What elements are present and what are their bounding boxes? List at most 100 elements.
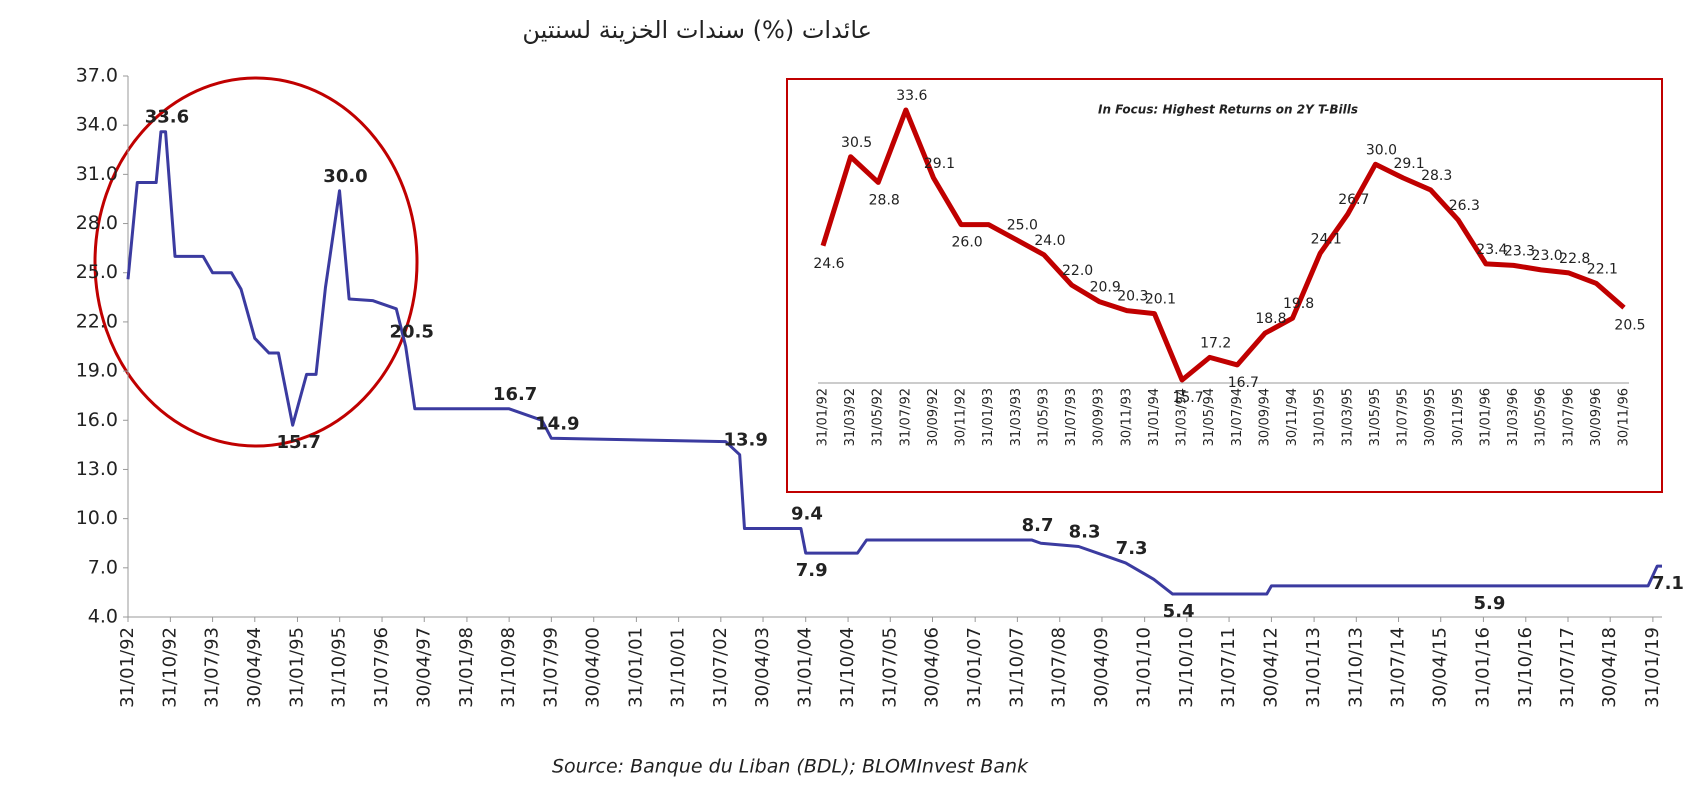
x-tick-label: 30/04/09 — [1091, 627, 1112, 708]
value-label: 30.0 — [323, 166, 367, 187]
x-tick-label: 31/01/10 — [1134, 627, 1155, 708]
inset-x-tick-label: 30/11/96 — [1617, 388, 1632, 446]
value-label: 22.8 — [1559, 251, 1590, 267]
y-tick-label: 19.0 — [76, 360, 118, 382]
value-label: 23.3 — [1504, 243, 1535, 259]
x-tick-label: 31/07/14 — [1388, 627, 1409, 708]
value-label: 7.3 — [1116, 538, 1148, 559]
x-tick-label: 31/07/99 — [540, 627, 561, 708]
line-series — [126, 130, 1662, 596]
x-tick-label: 31/07/96 — [371, 627, 392, 708]
value-label: 22.0 — [1062, 263, 1093, 279]
x-tick-label: 31/10/10 — [1176, 627, 1197, 708]
value-label: 24.1 — [1311, 231, 1342, 247]
value-label: 18.8 — [1255, 311, 1286, 327]
x-tick-label: 30/04/00 — [583, 627, 604, 708]
x-tick-label: 30/04/97 — [413, 627, 434, 708]
x-tick-label: 31/10/95 — [329, 627, 350, 708]
inset-x-tick-label: 31/05/95 — [1368, 388, 1383, 446]
x-tick-label: 31/01/92 — [117, 627, 138, 708]
value-label: 30.0 — [1366, 142, 1397, 158]
x-tick-label: 31/01/07 — [964, 627, 985, 708]
inset-x-tick-label: 31/01/94 — [1147, 388, 1162, 446]
value-label: 26.0 — [952, 235, 983, 251]
value-label: 30.5 — [841, 135, 872, 151]
x-tick-label: 31/01/13 — [1303, 627, 1324, 708]
line-series — [820, 107, 1626, 383]
y-tick-label: 25.0 — [76, 261, 118, 283]
value-label: 29.1 — [924, 156, 955, 172]
inset-x-tick-label: 31/07/93 — [1064, 388, 1079, 446]
value-label: 8.7 — [1022, 515, 1054, 536]
x-tick-label: 31/10/98 — [498, 627, 519, 708]
inset-x-tick-label: 30/11/93 — [1119, 388, 1134, 446]
inset-x-tick-label: 31/05/94 — [1202, 388, 1217, 446]
x-tick-label: 30/04/12 — [1260, 627, 1281, 708]
x-tick-label: 31/10/01 — [668, 627, 689, 708]
inset-x-tick-label: 31/01/95 — [1313, 388, 1328, 446]
value-label: 20.1 — [1145, 292, 1176, 308]
x-tick-label: 31/10/13 — [1345, 627, 1366, 708]
value-label: 26.3 — [1449, 198, 1480, 214]
inset-x-tick-label: 31/07/94 — [1230, 388, 1245, 446]
y-tick-label: 28.0 — [76, 212, 118, 234]
y-tick-label: 7.0 — [88, 556, 118, 578]
inset-x-tick-label: 30/09/96 — [1589, 388, 1604, 446]
y-tick-label: 22.0 — [76, 310, 118, 332]
value-label: 9.4 — [791, 503, 823, 524]
source: Source: Banque du Liban (BDL); BLOMInves… — [552, 756, 1029, 778]
value-label: 16.7 — [493, 384, 537, 405]
x-tick-label: 31/07/05 — [879, 627, 900, 708]
x-tick-label: 31/10/92 — [159, 627, 180, 708]
inset-frame — [786, 78, 1663, 493]
x-tick-label: 31/01/16 — [1472, 627, 1493, 708]
inset-x-tick-label: 31/03/96 — [1506, 388, 1521, 446]
value-label: 28.3 — [1421, 168, 1452, 184]
value-label: 24.6 — [813, 256, 844, 272]
inset-x-tick-label: 31/07/95 — [1396, 388, 1411, 446]
value-label: 17.2 — [1200, 335, 1231, 351]
value-label: 23.0 — [1532, 248, 1563, 264]
x-tick-label: 31/07/11 — [1218, 627, 1239, 708]
x-tick-label: 30/04/15 — [1430, 627, 1451, 708]
inset-x-tick-label: 31/05/96 — [1534, 388, 1549, 446]
value-label: 20.9 — [1090, 280, 1121, 296]
inset-x-tick-label: 31/03/95 — [1340, 388, 1355, 446]
value-label: 20.5 — [389, 322, 433, 343]
inset-x-tick-label: 31/01/93 — [981, 388, 996, 446]
y-tick-label: 37.0 — [76, 65, 118, 87]
value-label: 33.6 — [896, 88, 927, 104]
inset-x-tick-label: 31/07/92 — [898, 388, 913, 446]
inset-x-tick-label: 31/03/93 — [1009, 388, 1024, 446]
x-tick-label: 30/04/94 — [244, 627, 265, 708]
y-tick-label: 10.0 — [76, 507, 118, 529]
value-label: 28.8 — [869, 192, 900, 208]
chart-title: عائدات (%) سندات الخزينة لسنتين — [522, 16, 872, 44]
inset-x-tick-label: 31/05/93 — [1036, 388, 1051, 446]
value-label: 14.9 — [535, 413, 579, 434]
x-tick-label: 31/10/16 — [1515, 627, 1536, 708]
value-label: 20.5 — [1614, 318, 1645, 334]
value-label: 16.7 — [1228, 375, 1259, 391]
inset-x-tick-label: 30/11/94 — [1285, 388, 1300, 446]
inset-x-tick-label: 31/01/92 — [816, 388, 831, 446]
y-tick-label: 4.0 — [88, 606, 118, 628]
x-tick-label: 31/01/04 — [795, 627, 816, 708]
inset-x-tick-label: 31/03/94 — [1175, 388, 1190, 446]
x-tick-label: 30/04/06 — [921, 627, 942, 708]
value-label: 22.1 — [1587, 261, 1618, 277]
value-label: 33.6 — [145, 107, 189, 128]
inset-x-tick-label: 31/05/92 — [871, 388, 886, 446]
value-label: 7.1 — [1652, 573, 1684, 594]
inset-x-tick-label: 30/11/95 — [1451, 388, 1466, 446]
value-label: 15.7 — [276, 432, 320, 453]
x-tick-label: 31/01/98 — [456, 627, 477, 708]
y-tick-label: 31.0 — [76, 163, 118, 185]
y-tick-label: 16.0 — [76, 409, 118, 431]
y-tick-label: 13.0 — [76, 458, 118, 480]
inset-x-tick-label: 30/11/92 — [954, 388, 969, 446]
value-label: 23.4 — [1476, 242, 1507, 258]
x-tick-label: 31/10/07 — [1006, 627, 1027, 708]
value-label: 5.4 — [1163, 601, 1195, 622]
value-label: 5.9 — [1473, 593, 1505, 614]
